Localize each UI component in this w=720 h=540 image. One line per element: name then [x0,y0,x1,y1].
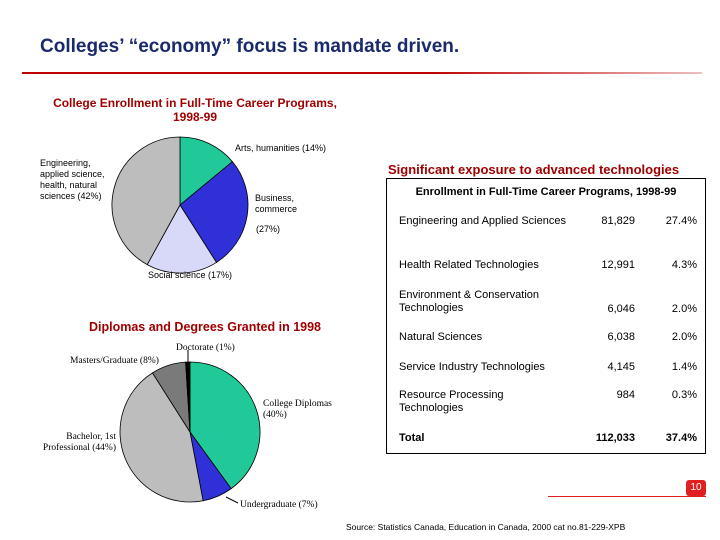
pie1-slice-1 [179,161,249,263]
table-cell-pct: 4.3% [671,259,697,271]
table-cell-count: 112,033 [595,432,635,444]
pie1-slice-0 [179,136,233,206]
pie2-label-doctorate: Doctorate (1%) [176,343,235,353]
table-cell-count: 4,145 [607,361,635,373]
pie1-slice-3 [111,136,181,266]
table-cell-count: 12,991 [601,259,635,271]
pie2-slice-2 [119,372,204,503]
pie1-label-business: Business, commerce [255,193,298,214]
page-title: Colleges’ “economy” focus is mandate dri… [40,36,460,57]
enrollment-table: Enrollment in Full-Time Career Programs,… [386,178,706,454]
table-cell-program: Engineering and Applied Sciences [399,215,566,227]
pie2-label-college: College Diplomas (40%) [263,399,332,420]
pie1-title: College Enrollment in Full-Time Career P… [53,96,337,124]
table-cell-pct: 27.4% [665,215,697,227]
table-cell-pct: 2.0% [671,331,697,343]
title-rule [22,72,702,74]
table-cell-program: Environment & Conservation Technologies [399,289,540,314]
table-cell-pct: 1.4% [671,361,697,373]
pie2-label-bachelor: Bachelor, 1st Professional (44%) [42,432,116,453]
pie1-slice-2 [146,204,217,274]
pie2-undergrad-leader [225,496,239,504]
table-cell-count: 6,038 [607,331,635,343]
pie1-label-social: Social science (17%) [148,270,233,280]
table-cell-program: Health Related Technologies [399,259,539,271]
pie2-title: Diplomas and Degrees Granted in 1998 [88,320,322,334]
table-cell-pct: 0.3% [671,389,697,401]
table-cell-pct: 37.4% [665,432,697,444]
source-note: Source: Statistics Canada, Education in … [346,522,626,532]
table-cell-program: Total [399,432,425,444]
pie1-label-engineering: Engineering, applied science, health, na… [40,158,105,201]
page-number-line [548,496,706,497]
pie2-slice-0 [189,361,261,490]
table-cell-program: Resource Processing Technologies [399,389,504,414]
table-title: Enrollment in Full-Time Career Programs,… [415,186,677,198]
table-cell-count: 81,829 [601,215,635,227]
pie2-label-masters: Masters/Graduate (8%) [70,356,159,366]
pie1-label-arts: Arts, humanities (14%) [235,143,327,153]
table-cell-count: 6,046 [607,303,635,315]
pie2-label-undergrad: Undergraduate (7%) [240,500,318,510]
table-cell-program: Natural Sciences [399,331,483,343]
table-cell-program: Service Industry Technologies [399,361,545,373]
table-cell-count: 984 [616,389,635,401]
table-heading: Significant exposure to advanced technol… [388,162,680,177]
table-cell-pct: 2.0% [671,303,697,315]
page-number-badge: 10 [686,480,706,496]
pie1-label-business-pct: (27%) [256,224,281,234]
